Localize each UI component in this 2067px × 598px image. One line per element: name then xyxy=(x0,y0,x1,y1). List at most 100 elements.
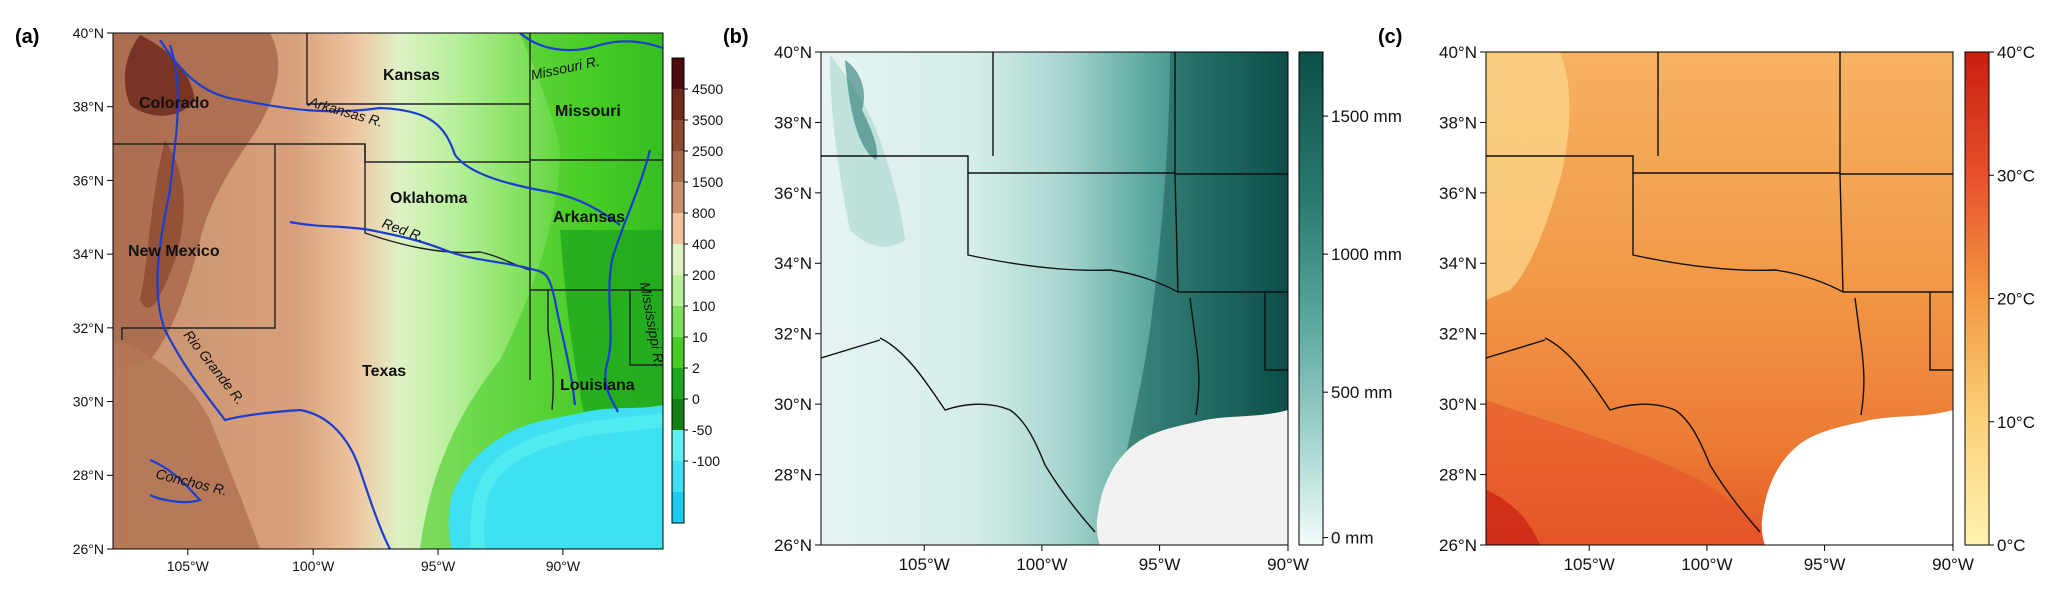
map-frame-c xyxy=(1485,51,1954,546)
lat-tick-label: 28°N xyxy=(1439,466,1477,485)
state-boundaries-c xyxy=(1486,52,1953,533)
lat-tick-label: 32°N xyxy=(73,320,104,336)
lat-tick-label: 30°N xyxy=(1439,395,1477,414)
gulf-of-mexico xyxy=(448,405,663,549)
lat-tick-label: 28°N xyxy=(774,466,812,485)
lon-tick-label: 105°W xyxy=(899,555,950,574)
state-label-kansas: Kansas xyxy=(383,67,440,84)
state-label-louisiana: Louisiana xyxy=(560,377,635,394)
colorbar-a-label: 100 xyxy=(692,298,716,314)
colorbar-a-swatch xyxy=(672,337,684,369)
lon-tick-label: 90°W xyxy=(1932,555,1974,574)
mississippi-river xyxy=(604,149,652,413)
colorbar-a-label: 800 xyxy=(692,205,716,221)
panel-label-a: (a) xyxy=(15,26,39,48)
colorbar-a-swatch xyxy=(672,368,684,400)
axes-a: 40°N 38°N 36°N 34°N 32°N 30°N 28°N 26°N 105°W 100… xyxy=(73,25,581,574)
temp-hottest xyxy=(1486,490,1540,545)
cbar-c-label: 30°C xyxy=(1997,166,2035,185)
cbar-b-label: 1000 mm xyxy=(1331,245,1402,264)
gulf-shelf xyxy=(470,413,663,549)
colorbar-a-label: 400 xyxy=(692,236,716,252)
state-label-oklahoma: Oklahoma xyxy=(390,190,467,207)
colorbar-a-label: 10 xyxy=(692,329,708,345)
elevation-map xyxy=(113,33,663,549)
temp-cool-mountains xyxy=(1486,52,1570,300)
colorbar-a-swatch xyxy=(672,244,684,276)
panel-label-b: (b) xyxy=(723,26,749,48)
cbar-c-label: 0°C xyxy=(1997,536,2026,555)
lon-tick-label: 105°W xyxy=(1564,555,1615,574)
colorbar-a-label: -100 xyxy=(692,453,720,469)
colorbar-a-swatch xyxy=(672,275,684,307)
lon-tick-label: 95°W xyxy=(1804,555,1846,574)
lat-tick-label: 38°N xyxy=(774,113,812,132)
cbar-b-bar xyxy=(1298,51,1324,546)
cbar-c-label: 40°C xyxy=(1997,43,2035,62)
lat-tick-label: 28°N xyxy=(73,467,104,483)
lon-tick-label: 100°W xyxy=(1016,555,1067,574)
precip-peaks xyxy=(845,60,878,160)
colorbar-a-swatch xyxy=(672,492,684,524)
lat-tick-label: 26°N xyxy=(73,541,104,557)
lon-tick-label: 100°W xyxy=(292,558,335,574)
colorbar-a-swatch xyxy=(672,399,684,431)
colorbar-a: 4500 3500 2500 1500 800 400 200 100 10 2 0 -50 -100 xyxy=(671,57,723,524)
panel-b: (b) 40°N38°N36°N34°N32°N30°N28°N2 xyxy=(723,26,1402,574)
lat-tick-label: 32°N xyxy=(1439,325,1477,344)
missouri-river xyxy=(519,33,663,52)
colorbar-a-label: 200 xyxy=(692,267,716,283)
lat-tick-label: 36°N xyxy=(1439,184,1477,203)
rio-grande-river xyxy=(156,44,391,549)
temperature-map xyxy=(1486,52,1953,545)
cbar-b-label: 1500 mm xyxy=(1331,107,1402,126)
colorbar-a-swatch xyxy=(672,120,684,152)
lon-tick-label: 95°W xyxy=(1139,555,1181,574)
lat-tick-label: 38°N xyxy=(73,99,104,115)
panel-a: (a) xyxy=(15,25,723,574)
lat-tick-label: 34°N xyxy=(73,246,104,262)
lon-tick-label: 105°W xyxy=(167,558,210,574)
lat-tick-label: 40°N xyxy=(774,43,812,62)
cbar-b-label: 500 mm xyxy=(1331,383,1392,402)
temp-hot-south xyxy=(1486,400,1775,545)
lat-tick-label: 26°N xyxy=(774,536,812,555)
state-label-arkansas: Arkansas xyxy=(553,209,625,226)
colorbar-a-swatch xyxy=(672,213,684,245)
state-label-colorado: Colorado xyxy=(139,95,209,112)
colorbar-a-swatch xyxy=(672,89,684,121)
cbar-b-label: 0 mm xyxy=(1331,529,1374,548)
cbar-c-bar xyxy=(1964,51,1990,546)
lat-tick-label: 36°N xyxy=(774,184,812,203)
colorbar-a-label: 4500 xyxy=(692,81,723,97)
colorbar-a-label: 1500 xyxy=(692,174,723,190)
state-label-missouri: Missouri xyxy=(555,103,621,120)
colorbar-a-label: 2 xyxy=(692,360,700,376)
colorbar-a-frame xyxy=(671,57,685,524)
sangre-de-cristo xyxy=(140,140,184,308)
lat-tick-label: 30°N xyxy=(774,395,812,414)
lat-tick-label: 40°N xyxy=(1439,43,1477,62)
rivers xyxy=(149,33,663,549)
axes-c: 40°N 38°N 36°N 34°N 32°N 30°N 28°N 26°N 105°W 100… xyxy=(1439,43,1974,574)
red-river xyxy=(289,220,577,406)
precipitation-map xyxy=(821,52,1288,545)
colorbar-a-swatch xyxy=(672,461,684,493)
cbar-c-label: 20°C xyxy=(1997,290,2035,309)
lon-tick-label: 95°W xyxy=(421,558,456,574)
lat-tick-label: 40°N xyxy=(73,25,104,41)
gulf-of-mexico-c xyxy=(1761,410,1953,545)
lon-tick-label: 100°W xyxy=(1681,555,1732,574)
axes-b: 40°N 38°N 36°N 34°N 32°N 30°N 28°N 26°N 105°W 100… xyxy=(774,43,1309,574)
colorbar-a-label: -50 xyxy=(692,422,712,438)
colorbar-c: 40°C 30°C 20°C 10°C 0°C xyxy=(1964,43,2035,555)
lat-tick-label: 34°N xyxy=(774,254,812,273)
map-frame-a xyxy=(112,32,664,550)
colorbar-a-label: 0 xyxy=(692,391,700,407)
lon-tick-label: 90°W xyxy=(1267,555,1309,574)
lon-tick-label: 90°W xyxy=(546,558,581,574)
colorbar-a-swatch xyxy=(672,151,684,183)
state-boundaries-b xyxy=(821,52,1288,533)
colorbar-a-swatch xyxy=(672,430,684,462)
